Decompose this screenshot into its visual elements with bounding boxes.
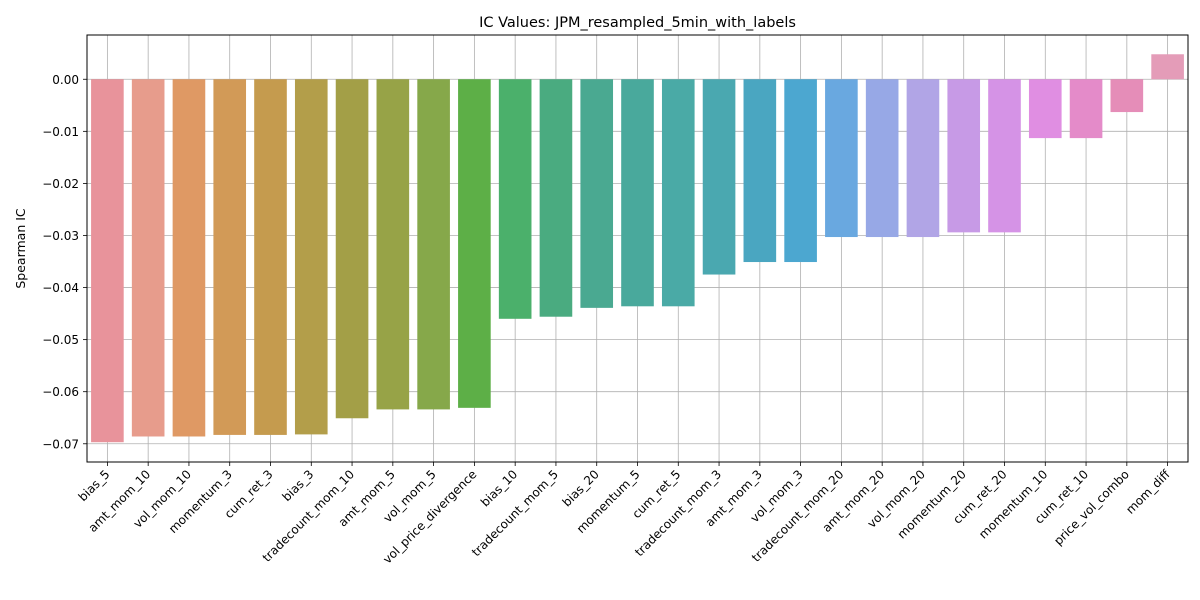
bar-price-vol-combo — [1110, 79, 1144, 113]
x-tick-label: price_vol_combo — [1051, 467, 1132, 548]
bar-vol-mom-10 — [172, 79, 206, 437]
bar-vol-price-divergence — [458, 79, 491, 408]
bar-tradecount-mom-3 — [702, 79, 736, 275]
bar-tradecount-mom-10 — [335, 79, 369, 419]
bar-bias-10 — [498, 79, 532, 319]
bar-amt-mom-20 — [865, 79, 899, 238]
bar-amt-mom-3 — [743, 79, 777, 263]
bar-bias-5 — [91, 79, 124, 443]
bar-vol-mom-5 — [417, 79, 450, 410]
bar-momentum-20 — [947, 79, 981, 233]
y-tick-label: −0.05 — [42, 333, 79, 347]
y-tick-label: −0.07 — [42, 437, 79, 451]
bar-momentum-3 — [213, 79, 247, 435]
y-tick-label: −0.02 — [42, 177, 79, 191]
y-tick-label: 0.00 — [52, 73, 79, 87]
y-axis-label: Spearman IC — [13, 208, 28, 289]
bar-vol-mom-3 — [784, 79, 817, 263]
y-tick-label: −0.01 — [42, 125, 79, 139]
y-axis-ticks: 0.00 −0.01 −0.02 −0.03 −0.04 −0.05 −0.06 −0.07 — [42, 73, 87, 451]
chart-title: IC Values: JPM_resampled_5min_with_label… — [479, 15, 796, 31]
bar-momentum-5 — [621, 79, 654, 307]
x-tick-label: mom_diff — [1123, 467, 1173, 517]
bar-cum-ret-10 — [1069, 79, 1103, 139]
x-tick-label: bias_5 — [76, 467, 113, 504]
bar-mom-diff — [1151, 54, 1184, 80]
x-axis-ticks: bias_5amt_mom_10vol_mom_10momentum_3cum_… — [76, 462, 1173, 566]
bar-cum-ret-3 — [254, 79, 287, 435]
bars — [91, 54, 1184, 443]
y-tick-label: −0.03 — [42, 229, 79, 243]
bar-amt-mom-5 — [376, 79, 410, 410]
bar-momentum-10 — [1028, 79, 1062, 139]
bar-tradecount-mom-5 — [539, 79, 573, 317]
y-tick-label: −0.04 — [42, 281, 79, 295]
bar-bias-3 — [294, 79, 328, 435]
x-tick-label: bias_3 — [279, 467, 316, 504]
bar-tradecount-mom-20 — [825, 79, 858, 238]
bar-cum-ret-5 — [661, 79, 695, 307]
y-tick-label: −0.06 — [42, 385, 79, 399]
bar-cum-ret-20 — [988, 79, 1021, 233]
bar-bias-20 — [580, 79, 614, 308]
bar-amt-mom-10 — [131, 79, 165, 437]
bar-vol-mom-20 — [906, 79, 940, 238]
